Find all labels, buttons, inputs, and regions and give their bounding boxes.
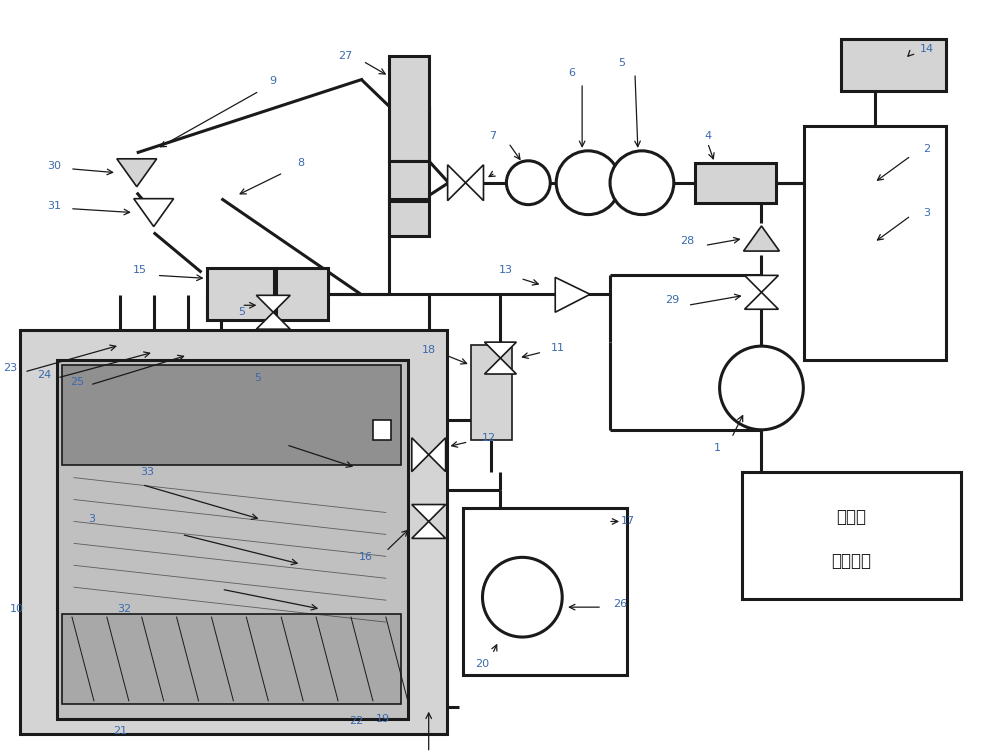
Text: 28: 28 [681,235,695,246]
Text: 5: 5 [238,307,245,317]
Polygon shape [412,438,429,472]
Text: 2: 2 [923,144,930,154]
Text: 8: 8 [298,158,305,168]
Circle shape [506,161,550,204]
Polygon shape [256,296,290,312]
Text: 32: 32 [117,604,131,615]
Polygon shape [429,438,446,472]
Text: 9: 9 [270,76,277,86]
Circle shape [610,151,674,215]
Polygon shape [555,277,590,312]
Text: 15: 15 [133,265,147,275]
Text: 18: 18 [422,345,436,355]
Text: 或上位机: 或上位机 [831,553,871,570]
Polygon shape [412,522,446,538]
Text: 23: 23 [3,363,17,373]
Polygon shape [484,358,516,374]
Text: 17: 17 [621,516,635,526]
Polygon shape [745,275,778,293]
Text: 6: 6 [569,68,576,78]
Bar [276,268,328,320]
Text: 26: 26 [613,599,627,609]
Text: 31: 31 [47,201,61,210]
Polygon shape [412,504,446,522]
Text: 7: 7 [489,131,496,141]
Bar [742,472,961,599]
Text: 25: 25 [70,377,84,387]
Circle shape [720,346,803,430]
Text: 5: 5 [618,58,625,68]
Text: 27: 27 [338,51,352,61]
Circle shape [482,557,562,637]
Bar [389,161,429,198]
Bar [841,39,946,91]
Text: 4: 4 [704,131,711,141]
Polygon shape [448,165,466,201]
Text: 33: 33 [140,467,154,477]
Bar [389,57,429,161]
Bar [57,360,408,719]
Text: 24: 24 [37,370,51,380]
Polygon shape [256,312,290,329]
Text: 3: 3 [923,207,930,218]
Circle shape [556,151,620,215]
Text: 11: 11 [551,343,565,353]
Polygon shape [484,342,516,358]
Polygon shape [117,159,157,187]
Polygon shape [466,165,483,201]
Bar [62,365,401,464]
Text: 22: 22 [349,716,363,726]
Text: 10: 10 [10,604,24,615]
Text: 29: 29 [665,296,679,305]
Polygon shape [744,226,779,251]
Bar [695,163,776,203]
Bar [207,268,274,320]
Text: 20: 20 [475,659,490,669]
Text: 30: 30 [47,161,61,171]
Text: 控制器: 控制器 [836,508,866,526]
Text: 21: 21 [113,725,127,736]
Text: 14: 14 [920,44,934,54]
Polygon shape [134,198,174,226]
Bar [389,201,429,235]
Text: 1: 1 [714,443,721,452]
Bar [20,330,447,734]
Bar [373,420,391,440]
Text: 19: 19 [376,714,390,724]
Polygon shape [745,293,778,309]
Bar [62,614,401,703]
Text: 5: 5 [254,373,261,383]
Text: 13: 13 [498,265,512,275]
Text: 12: 12 [481,433,496,443]
Bar [463,507,627,675]
Text: 3: 3 [88,514,95,525]
Bar [804,126,946,360]
Text: 16: 16 [359,553,373,562]
Bar [471,345,512,440]
